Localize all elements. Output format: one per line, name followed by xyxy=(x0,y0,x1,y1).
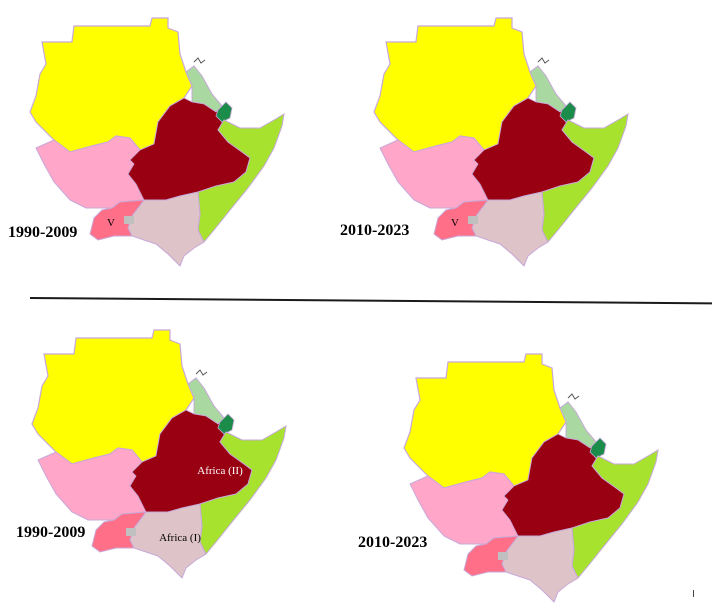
period-label-1: 1990-2009 xyxy=(8,224,78,241)
region-map-4 xyxy=(403,353,659,603)
period-label-3: 1990-2009 xyxy=(16,524,86,541)
corner-tick xyxy=(693,590,694,597)
region-map-1: V xyxy=(29,17,285,267)
map-panel-3: Africa (II) Africa (I) xyxy=(10,316,300,586)
uganda-label: V xyxy=(451,217,459,229)
ethiopia-label: Africa (II) xyxy=(197,465,243,477)
map-panel-4 xyxy=(382,340,672,610)
map-panel-1: V xyxy=(8,4,298,274)
kenya-label: Africa (I) xyxy=(159,532,201,544)
period-label-2: 2010-2023 xyxy=(340,222,410,239)
section-divider xyxy=(29,297,712,305)
uganda-label: V xyxy=(107,217,115,229)
period-label-4: 2010-2023 xyxy=(358,534,428,551)
region-map-2: V xyxy=(373,17,629,267)
region-map-3: Africa (II) Africa (I) xyxy=(31,329,287,579)
map-panel-2: V xyxy=(352,4,642,274)
